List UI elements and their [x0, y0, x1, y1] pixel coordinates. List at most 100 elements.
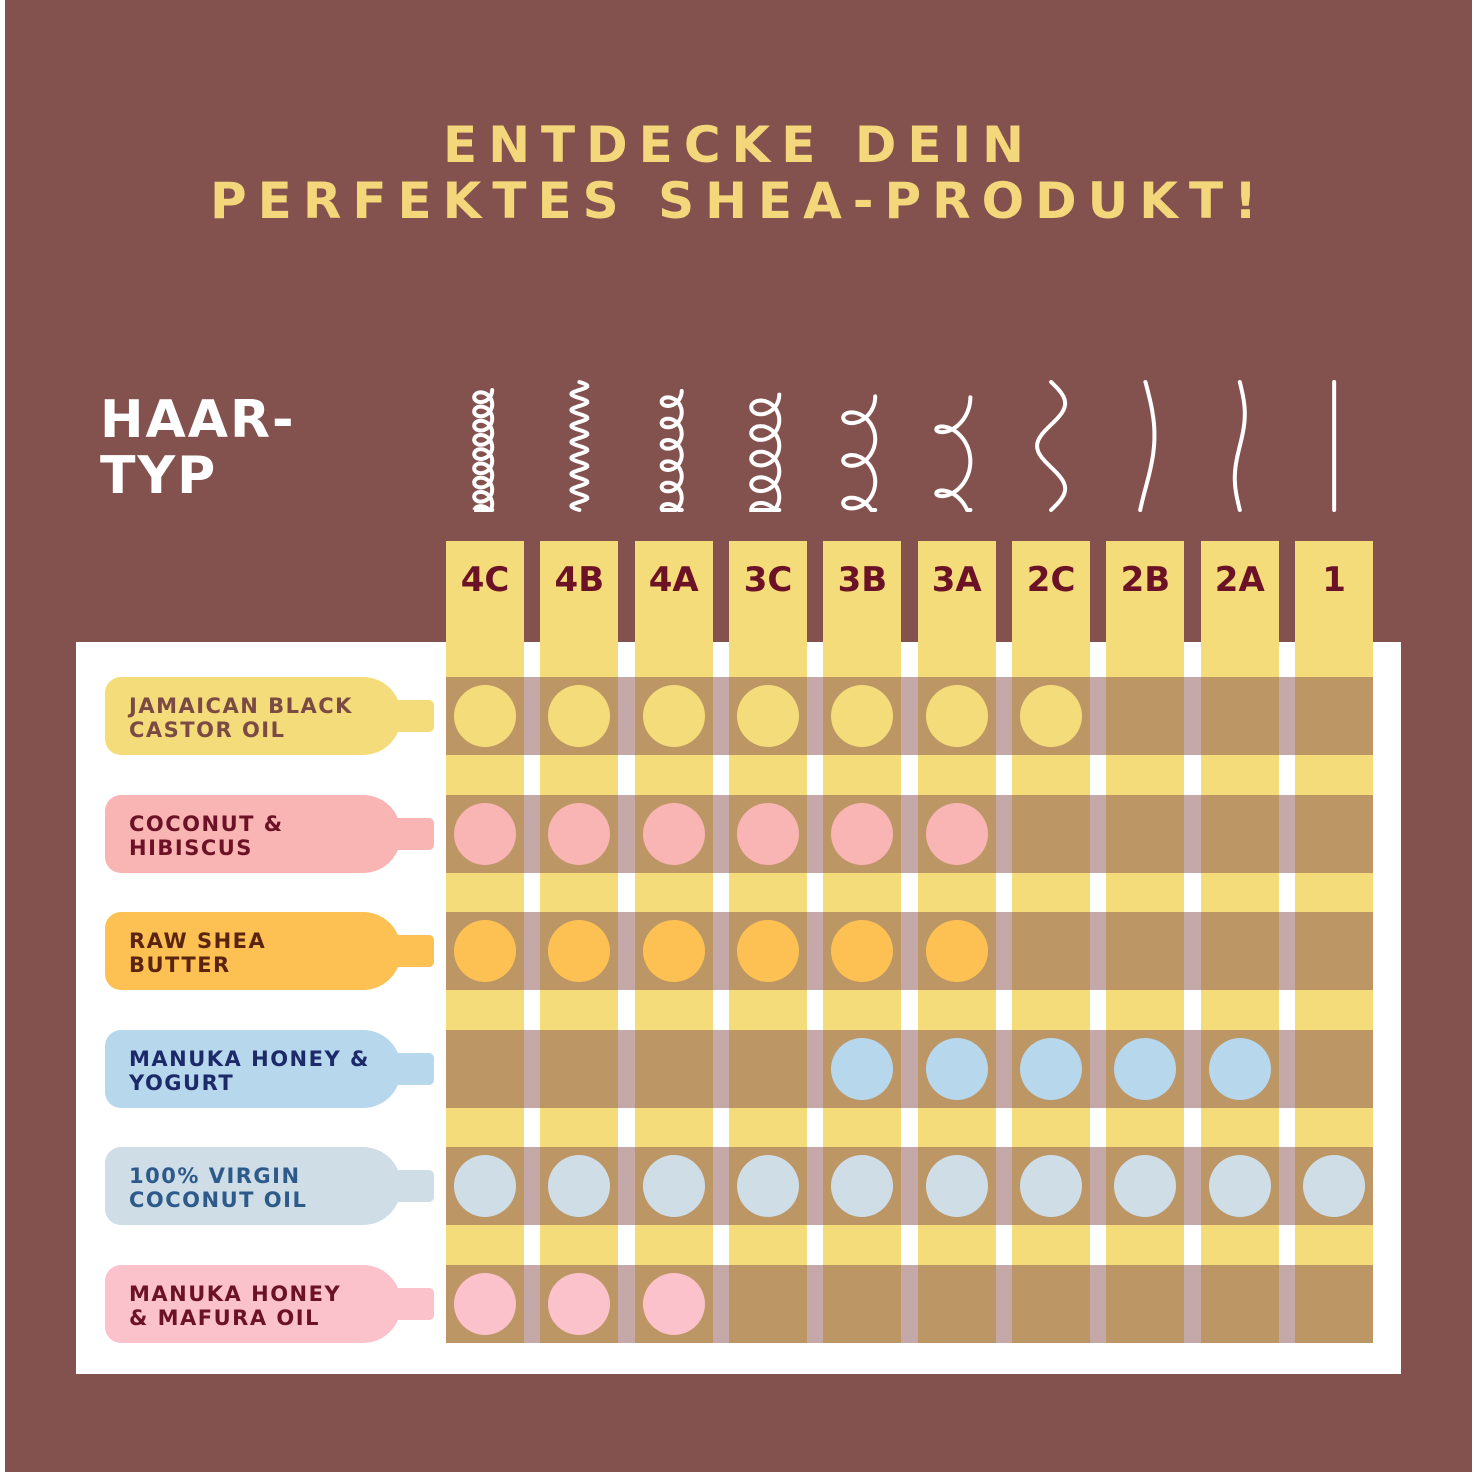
grid-cell [540, 1029, 619, 1108]
suitability-dot [925, 920, 988, 982]
hair-type-heading-line-2: TYP [100, 446, 218, 506]
grid-cell [1012, 912, 1091, 990]
suitability-dot [642, 802, 705, 865]
suitability-dot [454, 1272, 516, 1335]
suitability-dot [454, 685, 516, 747]
grid-cell [1295, 794, 1374, 873]
grid-cell [1295, 677, 1374, 755]
suitability-dot [1208, 1155, 1271, 1217]
hair-type-label: 4C [460, 560, 510, 600]
curl-icon [841, 394, 878, 512]
suitability-dot [1020, 1037, 1083, 1100]
corkscrew-curl-icon [749, 392, 782, 512]
bottle-neck [390, 700, 434, 732]
suitability-dot [454, 920, 516, 982]
coil-icon [659, 389, 684, 512]
grid-cell [1295, 1029, 1374, 1108]
grid-cell [1200, 677, 1279, 755]
hair-type-label: 3B [837, 560, 888, 600]
product-label: MANUKA HONEY & YOGURT [129, 1046, 370, 1095]
wave-icon [1138, 380, 1157, 512]
tight-coil-icon [472, 388, 495, 512]
grid-cell [1106, 1264, 1185, 1343]
title-line-1: ENTDECKE DEIN [443, 116, 1035, 174]
suitability-dot [642, 1155, 705, 1217]
product-bottle [105, 1264, 401, 1343]
suitability-dot [831, 685, 894, 747]
suitability-dot [548, 685, 611, 747]
hair-type-label: 2C [1026, 560, 1076, 600]
suitability-dot [1208, 1037, 1271, 1100]
grid-cell [1200, 1264, 1279, 1343]
bottle-neck [390, 1052, 434, 1085]
hair-type-heading: HAAR- TYP [100, 392, 296, 504]
bottle-neck [390, 935, 434, 967]
grid-cell [1012, 1264, 1091, 1343]
hair-type-label: 3A [931, 560, 982, 600]
grid-cell [446, 1029, 524, 1108]
suitability-dot [642, 920, 705, 982]
grid-cell [1106, 677, 1185, 755]
product-bottle [105, 1147, 401, 1225]
hair-type-label: 4A [648, 560, 699, 600]
grid-cell [729, 1264, 808, 1343]
product-label: RAW SHEA BUTTER [129, 929, 267, 977]
hair-type-heading-line-1: HAAR- [100, 390, 296, 450]
suitability-dot [454, 1155, 516, 1217]
suitability-dot [1020, 685, 1083, 747]
suitability-dot [642, 685, 705, 747]
hair-type-label: 3C [743, 560, 793, 600]
hair-type-label: 1 [1322, 560, 1346, 600]
grid-cell [1106, 912, 1185, 990]
suitability-dot [642, 1272, 705, 1335]
bottle-neck [390, 817, 434, 850]
suitability-dot [1114, 1037, 1177, 1100]
light-wave-icon [1232, 380, 1247, 512]
hair-type-label: 4B [554, 560, 605, 600]
suitability-dot [548, 1155, 611, 1217]
zigzag-coil-icon [569, 380, 590, 512]
hair-type-label: 2B [1120, 560, 1171, 600]
grid-cell [1295, 912, 1374, 990]
loose-curl-icon [934, 395, 973, 512]
hair-type-icons [472, 380, 1337, 512]
hair-type-label: 2A [1214, 560, 1265, 600]
product-bottle [105, 794, 401, 873]
suitability-dot [737, 802, 800, 865]
bottle-neck [390, 1287, 434, 1320]
suitability-dot [454, 802, 516, 865]
product-bottle [105, 677, 401, 755]
grid-cell [1106, 794, 1185, 873]
suitability-dot [925, 802, 988, 865]
product-label: COCONUT & HIBISCUS [129, 811, 284, 860]
product-label: 100% VIRGIN COCONUT OIL [129, 1164, 308, 1212]
grid-cell [729, 1029, 808, 1108]
title-line-2: PERFEKTES SHEA-PRODUKT! [210, 172, 1268, 230]
suitability-dot [831, 802, 894, 865]
grid-cell [823, 1264, 902, 1343]
grid-cell [917, 1264, 996, 1343]
suitability-dot [1303, 1155, 1366, 1217]
product-bottle [105, 1029, 401, 1108]
bottle-neck [390, 1170, 434, 1202]
suitability-dot [831, 1155, 894, 1217]
grid-cell [1200, 794, 1279, 873]
suitability-dot [548, 802, 611, 865]
product-label: MANUKA HONEY & MAFURA OIL [129, 1281, 342, 1330]
suitability-dot [1114, 1155, 1177, 1217]
suitability-dot [548, 920, 611, 982]
suitability-dot [1020, 1155, 1083, 1217]
suitability-dot [925, 685, 988, 747]
grid-cell [1200, 912, 1279, 990]
suitability-dot [737, 1155, 800, 1217]
suitability-dot [925, 1155, 988, 1217]
suitability-dot [737, 920, 800, 982]
product-bottle [105, 912, 401, 990]
strong-wave-icon [1035, 380, 1068, 512]
grid-cell [1295, 1264, 1374, 1343]
suitability-dot [737, 685, 800, 747]
grid-cell [634, 1029, 713, 1108]
suitability-dot [831, 1037, 894, 1100]
grid-cell [1012, 794, 1091, 873]
suitability-dot [925, 1037, 988, 1100]
